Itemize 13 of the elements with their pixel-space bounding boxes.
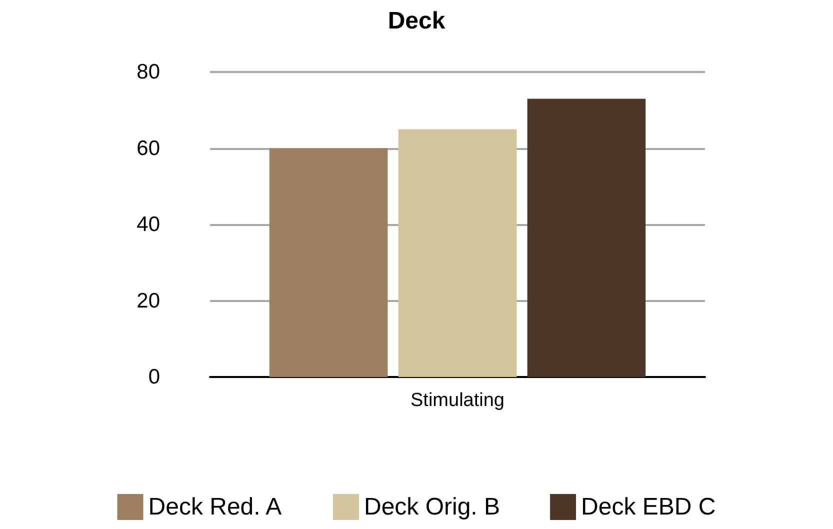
y-tick-label: 0 (148, 366, 160, 388)
bar (527, 98, 646, 377)
legend-label: Deck Red. A (148, 494, 282, 520)
bar (398, 129, 517, 377)
y-tick-label: 80 (136, 60, 160, 84)
chart-title: Deck (388, 8, 446, 34)
y-tick-label: 20 (136, 289, 160, 312)
bar (269, 148, 388, 377)
y-tick-label: 40 (136, 213, 160, 236)
legend-label: Deck Orig. B (364, 494, 500, 520)
y-tick-label: 60 (136, 136, 160, 160)
x-tick-label: Stimulating (410, 390, 504, 411)
legend-label: Deck EBD C (581, 494, 716, 520)
